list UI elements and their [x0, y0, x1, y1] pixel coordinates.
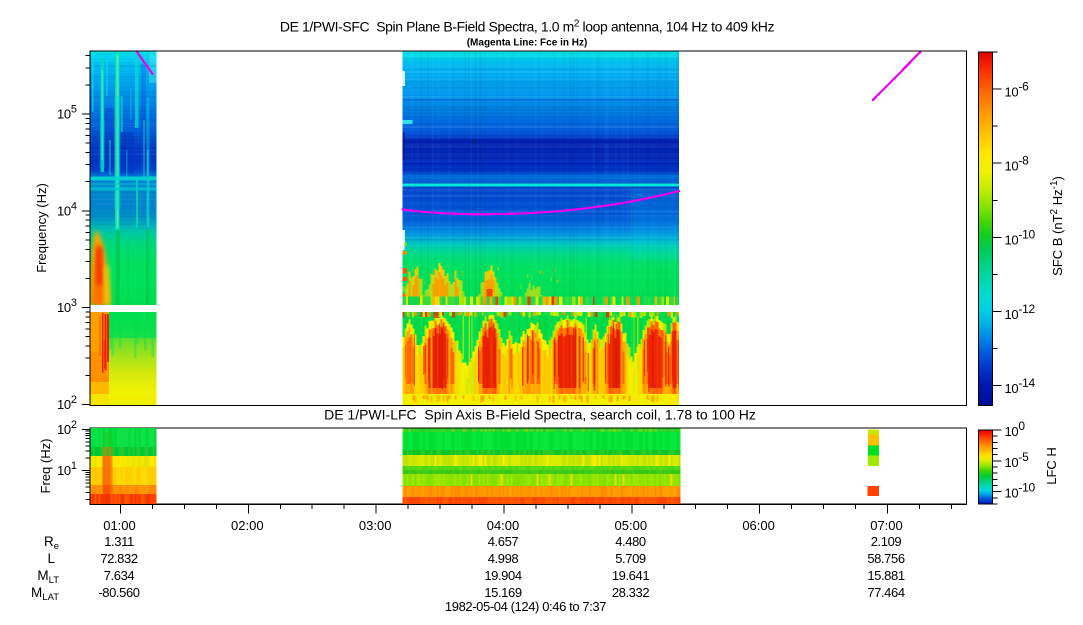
- svg-text:DE 1/PWI-SFC Spin Plane B-Fie: DE 1/PWI-SFC Spin Plane B-Field Spectra,…: [280, 19, 775, 35]
- svg-text:58.756: 58.756: [867, 551, 905, 566]
- svg-text:Frequency (Hz): Frequency (Hz): [34, 183, 49, 273]
- svg-text:01:00: 01:00: [103, 518, 136, 533]
- svg-text:-80.560: -80.560: [98, 585, 139, 600]
- svg-text:05:00: 05:00: [615, 518, 648, 533]
- svg-text:02:00: 02:00: [231, 518, 264, 533]
- svg-text:L: L: [47, 551, 55, 566]
- svg-text:15.169: 15.169: [484, 585, 522, 600]
- svg-text:72.832: 72.832: [100, 551, 138, 566]
- svg-text:07:00: 07:00: [870, 518, 903, 533]
- svg-text:4.480: 4.480: [615, 534, 646, 549]
- svg-text:1982-05-04 (124) 0:46 to 7:37: 1982-05-04 (124) 0:46 to 7:37: [445, 599, 606, 614]
- svg-text:SFC B (nT2 Hz-1): SFC B (nT2 Hz-1): [1049, 176, 1065, 276]
- svg-text:06:00: 06:00: [742, 518, 775, 533]
- svg-text:4.998: 4.998: [488, 551, 519, 566]
- svg-text:19.904: 19.904: [484, 568, 522, 583]
- svg-text:19.641: 19.641: [612, 568, 650, 583]
- svg-text:1.311: 1.311: [104, 534, 134, 549]
- svg-text:DE 1/PWI-LFC Spin Axis B-Fiel: DE 1/PWI-LFC Spin Axis B-Field Spectra, …: [324, 407, 756, 423]
- svg-text:03:00: 03:00: [359, 518, 392, 533]
- svg-text:7.634: 7.634: [104, 568, 135, 583]
- svg-text:(Magenta Line: Fce in Hz): (Magenta Line: Fce in Hz): [467, 38, 588, 49]
- svg-text:28.332: 28.332: [612, 585, 650, 600]
- svg-text:Freq (Hz): Freq (Hz): [38, 439, 53, 494]
- svg-text:2.109: 2.109: [871, 534, 902, 549]
- svg-text:77.464: 77.464: [867, 585, 905, 600]
- svg-text:15.881: 15.881: [867, 568, 905, 583]
- svg-text:LFC H: LFC H: [1044, 447, 1059, 485]
- svg-text:04:00: 04:00: [487, 518, 520, 533]
- svg-text:5.709: 5.709: [615, 551, 646, 566]
- svg-text:4.657: 4.657: [488, 534, 519, 549]
